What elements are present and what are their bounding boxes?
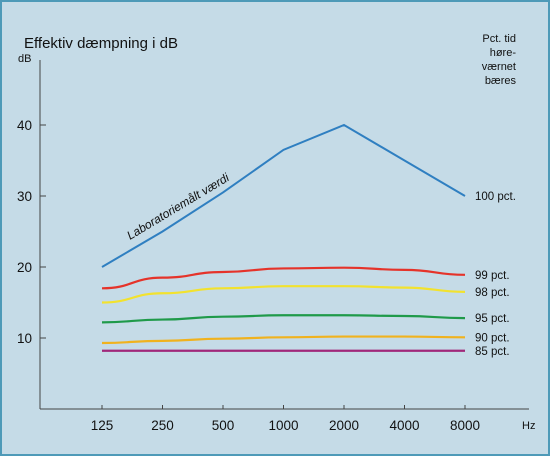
x-tick-label: 500 <box>212 418 235 433</box>
chart-title: Effektiv dæmpning i dB <box>24 35 178 52</box>
series-label-99-pct: 99 pct. <box>475 270 510 282</box>
y-axis-label: dB <box>18 53 31 65</box>
legend-title-line: bæres <box>485 75 517 87</box>
legend-title-line: høre- <box>490 47 517 59</box>
series-label-85-pct: 85 pct. <box>475 346 510 358</box>
x-ticks: 125 250 500 1000 2000 4000 8000 <box>91 405 480 433</box>
x-tick-label: 125 <box>91 418 114 433</box>
series-line-98-pct <box>101 285 466 304</box>
y-tick-label: 30 <box>17 189 32 204</box>
series-line-95-pct <box>101 314 466 324</box>
x-tick-label: 250 <box>151 418 174 433</box>
x-tick-label: 8000 <box>450 418 480 433</box>
y-tick-label: 10 <box>17 331 32 346</box>
series-label-90-pct: 90 pct. <box>475 332 510 344</box>
y-tick-label: 20 <box>17 260 32 275</box>
x-tick-label: 2000 <box>329 418 359 433</box>
y-ticks: 10 20 30 40 <box>17 118 46 346</box>
legend-title: Pct. tid høre-værnet bæres <box>482 33 517 87</box>
series-line-100-pct <box>101 123 466 268</box>
series-label-95-pct: 95 pct. <box>475 313 510 325</box>
legend-title-line: værnet <box>482 61 516 73</box>
series-label-100-pct: 100 pct. <box>475 191 516 203</box>
y-tick-label: 40 <box>17 118 32 133</box>
series-line-99-pct <box>101 266 466 290</box>
legend-title-line: Pct. tid <box>482 33 516 45</box>
laboratory-annotation: Laboratoriemålt værdi <box>124 170 232 242</box>
x-tick-label: 4000 <box>389 418 419 433</box>
x-axis-label: Hz <box>522 420 535 432</box>
x-tick-label: 1000 <box>268 418 298 433</box>
series-lines <box>101 123 466 352</box>
series-labels: 100 pct. 99 pct. 98 pct. 95 pct. 90 pct. 85 p… <box>475 191 516 358</box>
series-label-98-pct: 98 pct. <box>475 287 510 299</box>
series-line-90-pct <box>101 335 466 345</box>
